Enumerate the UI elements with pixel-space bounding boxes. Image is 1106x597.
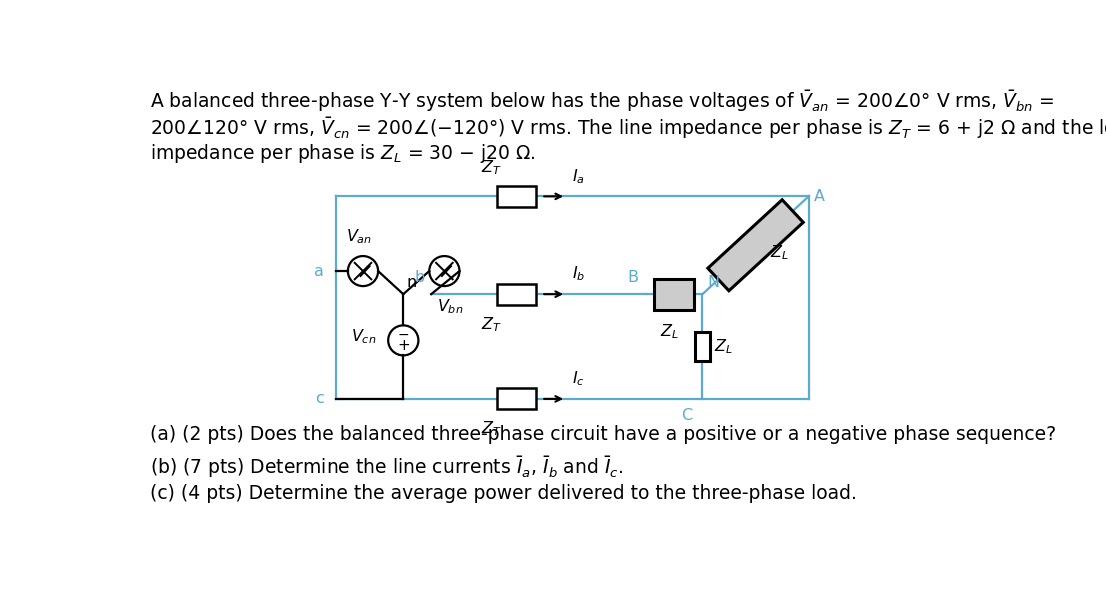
Text: b: b (415, 270, 425, 285)
Text: (a) (2 pts) Does the balanced three-phase circuit have a positive or a negative : (a) (2 pts) Does the balanced three-phas… (150, 425, 1056, 444)
Text: c: c (315, 392, 324, 407)
Text: $Z_T$: $Z_T$ (481, 158, 502, 177)
Text: 200$\angle$120° V rms, $\bar{V}_{cn}$ = 200$\angle$($-$120°) V rms. The line imp: 200$\angle$120° V rms, $\bar{V}_{cn}$ = … (150, 116, 1106, 141)
Text: (c) (4 pts) Determine the average power delivered to the three-phase load.: (c) (4 pts) Determine the average power … (150, 484, 857, 503)
Text: N: N (707, 275, 719, 290)
Text: a: a (314, 263, 324, 279)
FancyBboxPatch shape (497, 186, 535, 207)
Text: $Z_L$: $Z_L$ (714, 337, 733, 356)
Text: $I_c$: $I_c$ (572, 370, 585, 388)
Text: +: + (397, 338, 409, 353)
Text: $V_{cn}$: $V_{cn}$ (351, 327, 376, 346)
Text: $Z_T$: $Z_T$ (481, 420, 502, 438)
Text: $Z_T$: $Z_T$ (481, 315, 502, 334)
Text: n: n (406, 275, 417, 290)
Polygon shape (655, 279, 693, 310)
FancyBboxPatch shape (695, 332, 710, 361)
Text: A balanced three-phase Y-Y system below has the phase voltages of $\bar{V}_{an}$: A balanced three-phase Y-Y system below … (150, 88, 1054, 115)
Text: $V_{bn}$: $V_{bn}$ (437, 297, 463, 316)
Text: A: A (814, 189, 825, 204)
FancyBboxPatch shape (497, 389, 535, 410)
Text: C: C (681, 408, 692, 423)
Text: impedance per phase is $Z_L$ = 30 $-$ j20 $\Omega$.: impedance per phase is $Z_L$ = 30 $-$ j2… (150, 143, 535, 165)
Text: $I_b$: $I_b$ (572, 264, 585, 284)
Text: −: − (397, 328, 409, 341)
Polygon shape (708, 200, 803, 291)
Text: $Z_L$: $Z_L$ (770, 243, 789, 262)
FancyBboxPatch shape (497, 284, 535, 304)
Text: $I_a$: $I_a$ (572, 167, 585, 186)
Text: (b) (7 pts) Determine the line currents $\bar{I}_a$, $\bar{I}_b$ and $\bar{I}_c$: (b) (7 pts) Determine the line currents … (150, 454, 624, 480)
Text: $V_{an}$: $V_{an}$ (346, 227, 373, 247)
Text: B: B (627, 270, 638, 285)
Text: $Z_L$: $Z_L$ (659, 322, 679, 341)
